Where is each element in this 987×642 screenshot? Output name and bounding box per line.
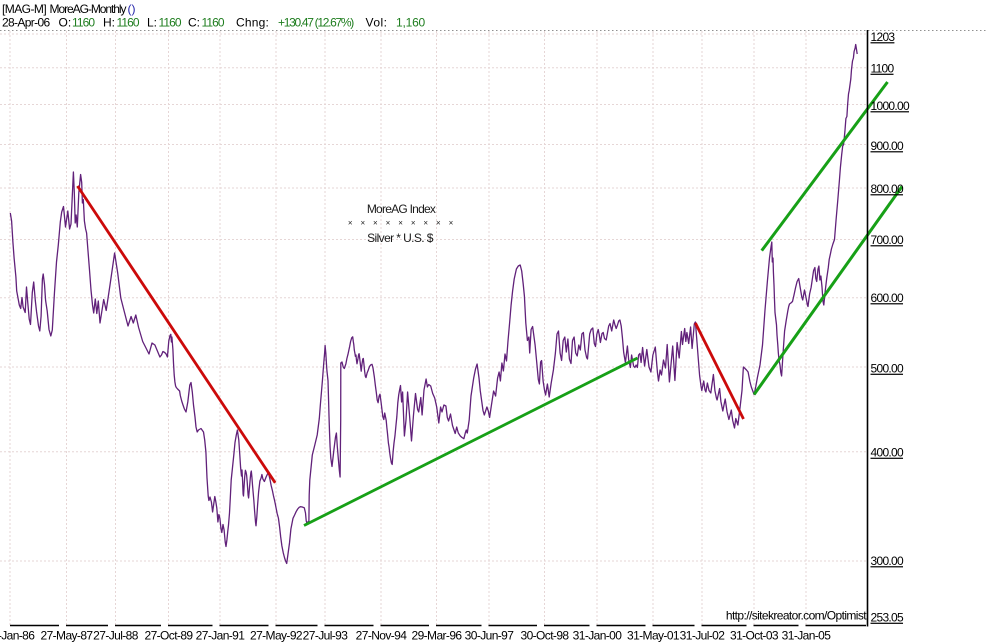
svg-text:31-Jan-00: 31-Jan-00	[573, 629, 623, 642]
svg-text:× × × × × × × × ×: × × × × × × × × ×	[348, 219, 456, 228]
svg-text:27-May-87: 27-May-87	[41, 629, 94, 642]
svg-text:900.00: 900.00	[871, 139, 905, 153]
svg-text:700.00: 700.00	[871, 233, 905, 247]
svg-text:1203: 1203	[871, 30, 896, 44]
svg-text:27-Nov-94: 27-Nov-94	[356, 629, 408, 642]
svg-text:27-May-92: 27-May-92	[250, 629, 303, 642]
svg-text:31-Jan-05: 31-Jan-05	[782, 629, 832, 642]
svg-text:31-May-01: 31-May-01	[627, 629, 680, 642]
svg-text:31-Jul-02: 31-Jul-02	[680, 629, 726, 642]
svg-text:MoreAG Index: MoreAG Index	[367, 202, 436, 216]
svg-text:1100: 1100	[871, 62, 895, 76]
svg-text:500.00: 500.00	[871, 362, 905, 376]
svg-text:27-Jul-93: 27-Jul-93	[303, 629, 349, 642]
svg-text:253.05: 253.05	[871, 611, 905, 625]
svg-text:30-Oct-98: 30-Oct-98	[521, 629, 570, 642]
svg-text:29-Mar-96: 29-Mar-96	[412, 629, 463, 642]
svg-text:27-Oct-89: 27-Oct-89	[145, 629, 194, 642]
svg-text:Silver * U.S. $: Silver * U.S. $	[367, 231, 434, 245]
svg-text:400.00: 400.00	[871, 446, 905, 460]
svg-text:31-Jan-86: 31-Jan-86	[0, 629, 35, 642]
svg-text:1000.00: 1000.00	[871, 99, 911, 113]
svg-text:http://sitekreator.com/Optimis: http://sitekreator.com/Optimist	[726, 609, 867, 623]
svg-text:30-Jun-97: 30-Jun-97	[465, 629, 515, 642]
svg-text:[MAG-M]MoreAG-Monthly(): [MAG-M] MoreAG-Monthly()	[2, 2, 136, 16]
svg-text:600.00: 600.00	[871, 291, 905, 305]
svg-text:800.00: 800.00	[871, 182, 905, 196]
svg-text:27-Jan-91: 27-Jan-91	[196, 629, 246, 642]
svg-text:300.00: 300.00	[871, 554, 905, 568]
svg-text:31-Oct-03: 31-Oct-03	[730, 629, 779, 642]
svg-text:27-Jul-88: 27-Jul-88	[93, 629, 139, 642]
